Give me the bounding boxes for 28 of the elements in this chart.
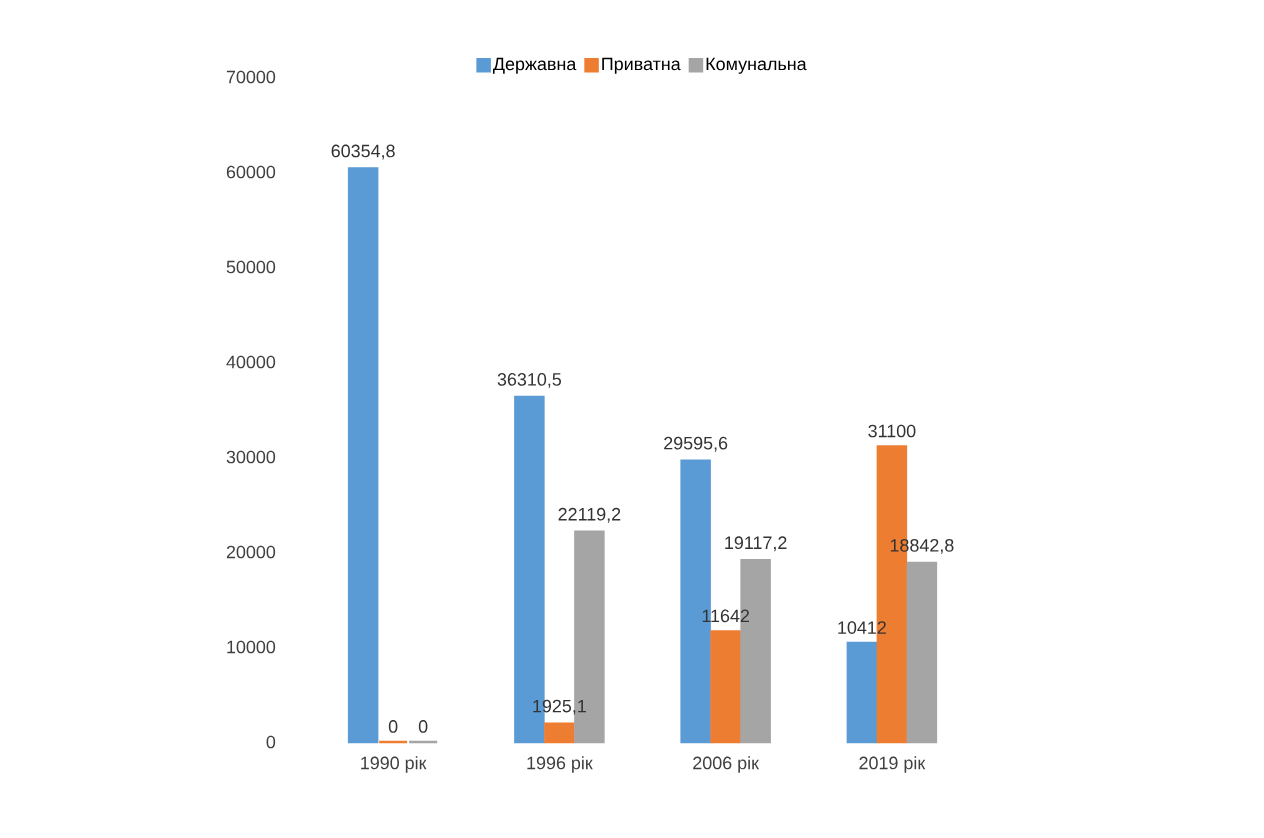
data-label: 29595,6 (664, 436, 728, 452)
y-tick-label: 70000 (226, 70, 276, 84)
bar (710, 630, 741, 744)
data-label: 0 (418, 720, 428, 733)
data-label: 19117,2 (725, 536, 787, 552)
y-tick-label: 40000 (226, 355, 276, 369)
legend-label: Комунальна (706, 57, 807, 74)
x-tick-label: 2006 рік (693, 756, 760, 773)
data-label: 22119,2 (558, 507, 621, 523)
x-tick-label: 2019 рік (859, 756, 926, 773)
data-label: 60354,8 (331, 144, 395, 160)
y-tick-label: 50000 (226, 260, 276, 274)
y-tick-label: 30000 (226, 450, 276, 464)
legend-label: Приватна (602, 57, 681, 74)
data-label: 36310,5 (497, 373, 562, 388)
y-tick-label: 20000 (226, 545, 276, 559)
x-tick-label: 1996 рік (527, 756, 593, 773)
bar (846, 641, 878, 744)
legend-label: Державна (492, 57, 577, 74)
bar (347, 167, 379, 744)
y-tick-label: 10000 (227, 640, 276, 654)
x-tick-label: 1990 рік (361, 756, 427, 773)
data-label: 31100 (868, 424, 916, 438)
y-tick-label: 60000 (226, 165, 276, 179)
data-label: 0 (388, 720, 398, 733)
y-tick-label: 0 (266, 735, 276, 749)
bar (544, 722, 575, 744)
bar (906, 561, 938, 744)
